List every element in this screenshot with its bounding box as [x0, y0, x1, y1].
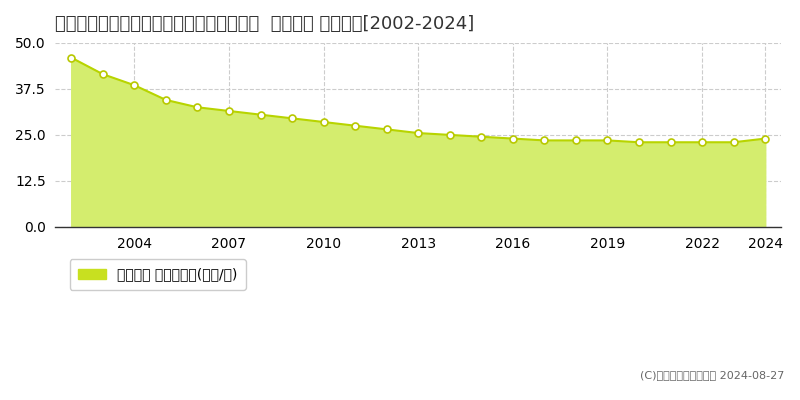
Point	[254, 112, 267, 118]
Text: 和歌山県和歌山市松島字平柳１０５番２外  地価公示 地価推移[2002-2024]: 和歌山県和歌山市松島字平柳１０５番２外 地価公示 地価推移[2002-2024]	[55, 15, 474, 33]
Legend: 地価公示 平均坪単価(万円/坪): 地価公示 平均坪単価(万円/坪)	[70, 259, 246, 290]
Point	[633, 139, 646, 146]
Point	[349, 122, 362, 129]
Point	[65, 54, 78, 61]
Text: (C)土地価格ドットコム 2024-08-27: (C)土地価格ドットコム 2024-08-27	[640, 370, 784, 380]
Point	[191, 104, 204, 110]
Point	[570, 137, 582, 144]
Point	[286, 115, 298, 122]
Point	[317, 119, 330, 125]
Point	[128, 82, 141, 88]
Point	[727, 139, 740, 146]
Point	[222, 108, 235, 114]
Point	[159, 97, 172, 103]
Point	[601, 137, 614, 144]
Point	[506, 135, 519, 142]
Point	[96, 71, 109, 77]
Point	[380, 126, 393, 132]
Point	[412, 130, 425, 136]
Point	[759, 135, 772, 142]
Point	[664, 139, 677, 146]
Point	[696, 139, 709, 146]
Point	[538, 137, 551, 144]
Point	[443, 132, 456, 138]
Point	[475, 134, 488, 140]
